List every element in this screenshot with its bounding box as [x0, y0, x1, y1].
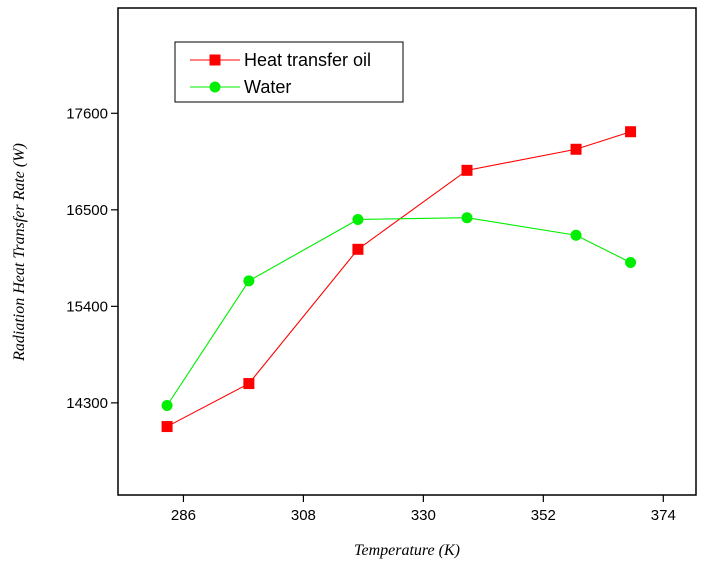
data-point-series-1 [570, 229, 582, 241]
legend-label-oil: Heat transfer oil [244, 50, 371, 70]
y-axis-title: Radiation Heat Transfer Rate (W) [11, 143, 28, 362]
data-point-series-0 [570, 143, 582, 155]
y-tick-label: 14300 [66, 395, 108, 412]
plot-frame [117, 7, 697, 496]
series-line-0 [166, 131, 631, 428]
y-tick-label: 16500 [66, 202, 108, 219]
legend-marker-oil [209, 54, 221, 66]
series-layer [161, 126, 637, 433]
legend-marker-water [209, 81, 221, 93]
legend-label-water: Water [244, 77, 291, 97]
series-line-1 [166, 217, 631, 406]
y-tick-label: 17600 [66, 105, 108, 122]
x-tick-label: 286 [171, 507, 196, 524]
y-axis-ticks: 14300 15400 16500 17600 [66, 105, 118, 412]
data-point-series-0 [461, 164, 473, 176]
data-point-series-0 [352, 243, 364, 255]
data-point-series-0 [625, 126, 637, 138]
x-tick-label: 374 [651, 507, 676, 524]
x-tick-label: 352 [531, 507, 556, 524]
x-axis-title: Temperature (K) [354, 542, 460, 559]
data-point-series-1 [625, 256, 637, 268]
data-point-series-1 [243, 275, 255, 287]
x-tick-label: 330 [411, 507, 436, 524]
data-point-series-1 [461, 212, 473, 224]
legend: Heat transfer oil Water [174, 41, 404, 103]
data-point-series-0 [243, 378, 255, 390]
data-point-series-1 [161, 399, 173, 411]
x-axis-ticks: 286 308 330 352 374 [171, 495, 676, 524]
y-tick-label: 15400 [66, 298, 108, 315]
x-tick-label: 308 [291, 507, 316, 524]
data-point-series-1 [352, 213, 364, 225]
data-point-series-0 [161, 421, 173, 433]
